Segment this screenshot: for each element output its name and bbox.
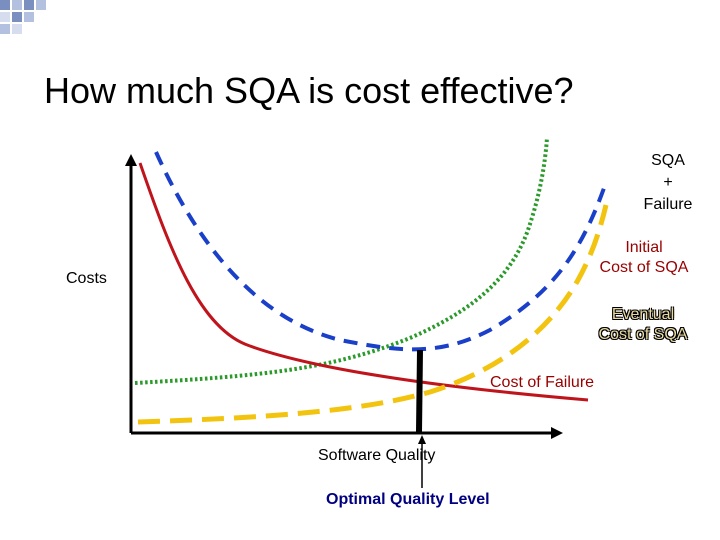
- initial-cost-label: Initial Cost of SQA: [599, 239, 689, 276]
- y-axis-arrow: [125, 154, 137, 166]
- optimal-arrow-head: [418, 435, 426, 444]
- corner-decoration: [0, 0, 46, 34]
- initial-cost-of-sqa-curve: [154, 151, 606, 352]
- cost-of-failure-curve: [138, 162, 589, 402]
- optimal-quality-label: Optimal Quality Level: [326, 491, 490, 508]
- eventual-cost-label: Eventual Cost of SQA: [598, 306, 688, 343]
- eventual-cost-of-sqa-curve: [137, 204, 609, 425]
- x-axis-arrow: [551, 427, 563, 439]
- sqa-plus-failure-curve: [134, 137, 549, 385]
- optimal-marker-bar: [416, 349, 423, 433]
- y-axis-label: Costs: [66, 270, 107, 287]
- x-axis-label: Software Quality: [318, 447, 436, 464]
- sqa-failure-label: SQA + Failure: [643, 152, 693, 213]
- page-title: How much SQA is cost effective?: [44, 70, 574, 111]
- cost-of-failure-label: Cost of Failure: [490, 374, 595, 391]
